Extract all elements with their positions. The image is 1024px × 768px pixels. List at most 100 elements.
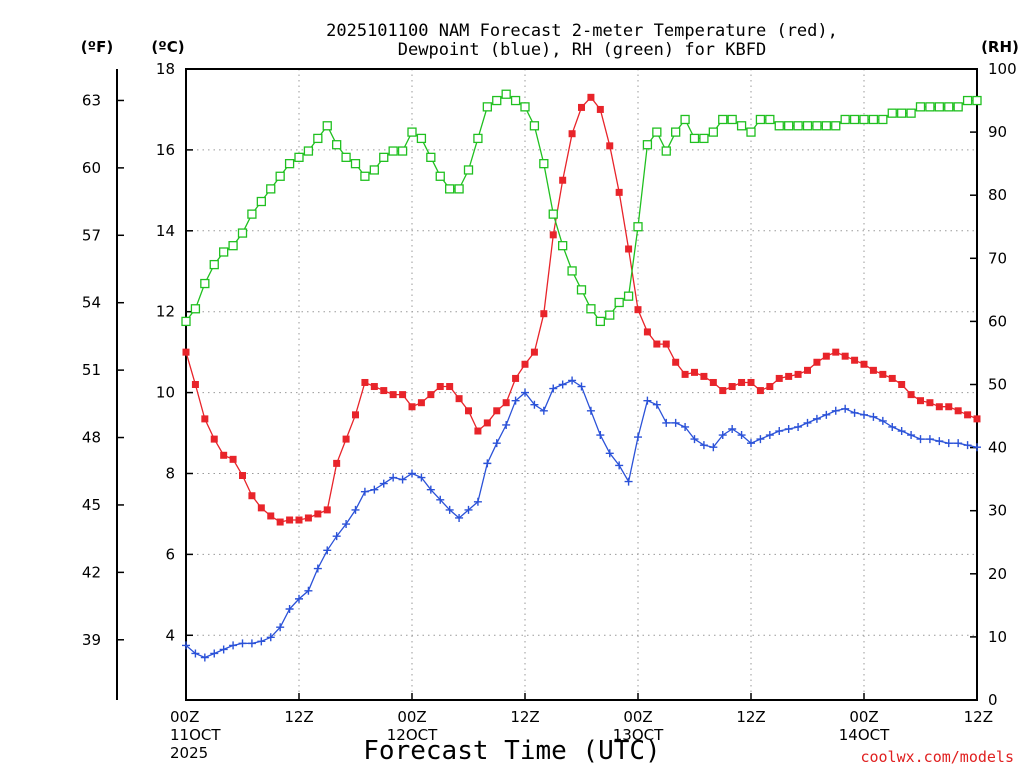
dewpoint-point xyxy=(360,487,369,496)
fahrenheit-tick-label: 48 xyxy=(82,429,101,447)
temperature-point xyxy=(427,391,435,399)
rh-point xyxy=(558,241,568,251)
dewpoint-point xyxy=(257,637,266,646)
rh-point xyxy=(868,114,879,125)
rh-point xyxy=(181,316,191,327)
x-tick-label: 11OCT xyxy=(170,726,221,744)
celsius-tick-label: 18 xyxy=(156,60,175,78)
rh-point xyxy=(473,133,483,144)
temperature-point xyxy=(399,391,407,399)
rh-unit-label: (RH) xyxy=(981,38,1019,56)
temperature-point xyxy=(465,407,472,415)
fahrenheit-tick-label: 57 xyxy=(82,226,101,244)
temperature-point xyxy=(568,130,576,138)
rh-tick-label: 10 xyxy=(988,628,1007,646)
temperature-point xyxy=(719,387,727,395)
temperature-point xyxy=(201,415,209,423)
dewpoint-point xyxy=(784,424,793,433)
rh-point xyxy=(736,121,747,131)
rh-point xyxy=(727,114,737,125)
rh-point xyxy=(520,102,530,112)
dewpoint-point xyxy=(313,564,322,573)
dewpoint-point xyxy=(803,418,812,427)
temperature-point xyxy=(917,397,924,405)
rh-point xyxy=(944,102,954,112)
dewpoint-point xyxy=(417,473,426,482)
dewpoint-point xyxy=(295,594,303,603)
rh-tick-label: 40 xyxy=(988,439,1007,457)
rh-point xyxy=(840,114,850,125)
dewpoint-point xyxy=(662,418,671,427)
dewpoint-point xyxy=(812,414,821,423)
temperature-point xyxy=(446,383,454,391)
temperature-point xyxy=(417,399,425,407)
dewpoint-point xyxy=(794,422,803,431)
fahrenheit-tick-label: 45 xyxy=(82,496,101,514)
celsius-tick-label: 12 xyxy=(156,303,175,321)
rh-point xyxy=(445,184,455,194)
temperature-point xyxy=(625,245,633,253)
dewpoint-point xyxy=(681,422,690,431)
temperature-point xyxy=(813,358,821,366)
temperature-point xyxy=(869,366,877,374)
rh-tick-label: 20 xyxy=(988,565,1007,583)
fahrenheit-tick-label: 51 xyxy=(82,361,101,379)
rh-tick-label: 80 xyxy=(988,186,1007,204)
dewpoint-point xyxy=(473,497,482,506)
rh-point xyxy=(642,140,653,150)
rh-point xyxy=(463,165,474,175)
series xyxy=(181,89,982,662)
dewpoint-point xyxy=(860,410,868,419)
temperature-point xyxy=(191,381,199,388)
x-tick-label: 2025 xyxy=(170,744,208,762)
rh-point xyxy=(915,102,926,112)
rh-point xyxy=(501,89,511,99)
rh-point xyxy=(266,184,276,194)
temperature-point xyxy=(333,459,341,467)
temperature-point xyxy=(455,395,463,403)
temperature-point xyxy=(672,358,680,366)
temperature-point xyxy=(775,374,783,382)
dewpoint-point xyxy=(200,653,209,662)
rh-point xyxy=(623,291,634,301)
rh-tick-label: 50 xyxy=(988,376,1007,394)
rh-point xyxy=(228,241,238,251)
rh-tick-label: 100 xyxy=(988,60,1017,78)
temperature-point xyxy=(314,510,322,518)
dewpoint-point xyxy=(615,461,624,470)
celsius-tick-label: 14 xyxy=(156,222,175,240)
x-tick-label: 00Z xyxy=(849,708,878,726)
temperature-point xyxy=(361,378,369,386)
temperature-point xyxy=(540,310,548,318)
rh-point xyxy=(360,171,370,181)
temperature-point xyxy=(643,328,651,336)
dewpoint-point xyxy=(276,623,285,632)
rh-point xyxy=(284,158,295,169)
dewpoint-point xyxy=(521,388,529,397)
rh-point xyxy=(275,171,285,181)
temperature-point xyxy=(267,512,275,520)
rh-point xyxy=(878,114,888,125)
rh-point xyxy=(746,127,756,137)
temperature-point xyxy=(964,411,972,419)
credit-link[interactable]: coolwx.com/models xyxy=(860,748,1014,766)
dewpoint-point xyxy=(266,633,275,642)
dewpoint-point xyxy=(445,505,454,514)
rh-point xyxy=(614,297,624,308)
temperature-point xyxy=(738,378,746,386)
celsius-tick-label: 6 xyxy=(165,545,175,563)
dewpoint-point xyxy=(963,441,972,450)
dewpoint-point xyxy=(643,396,652,405)
rh-point xyxy=(454,184,464,194)
rh-point xyxy=(906,108,916,118)
rh-point xyxy=(793,121,803,131)
temperature-point xyxy=(276,518,284,526)
dewpoint-point xyxy=(577,382,586,391)
rh-point xyxy=(303,146,314,156)
temperature-point xyxy=(239,472,246,480)
temperature-point xyxy=(945,403,953,411)
fahrenheit-unit-label: (ºF) xyxy=(81,38,113,56)
dewpoint-point xyxy=(182,641,190,650)
rh-point xyxy=(219,247,229,257)
